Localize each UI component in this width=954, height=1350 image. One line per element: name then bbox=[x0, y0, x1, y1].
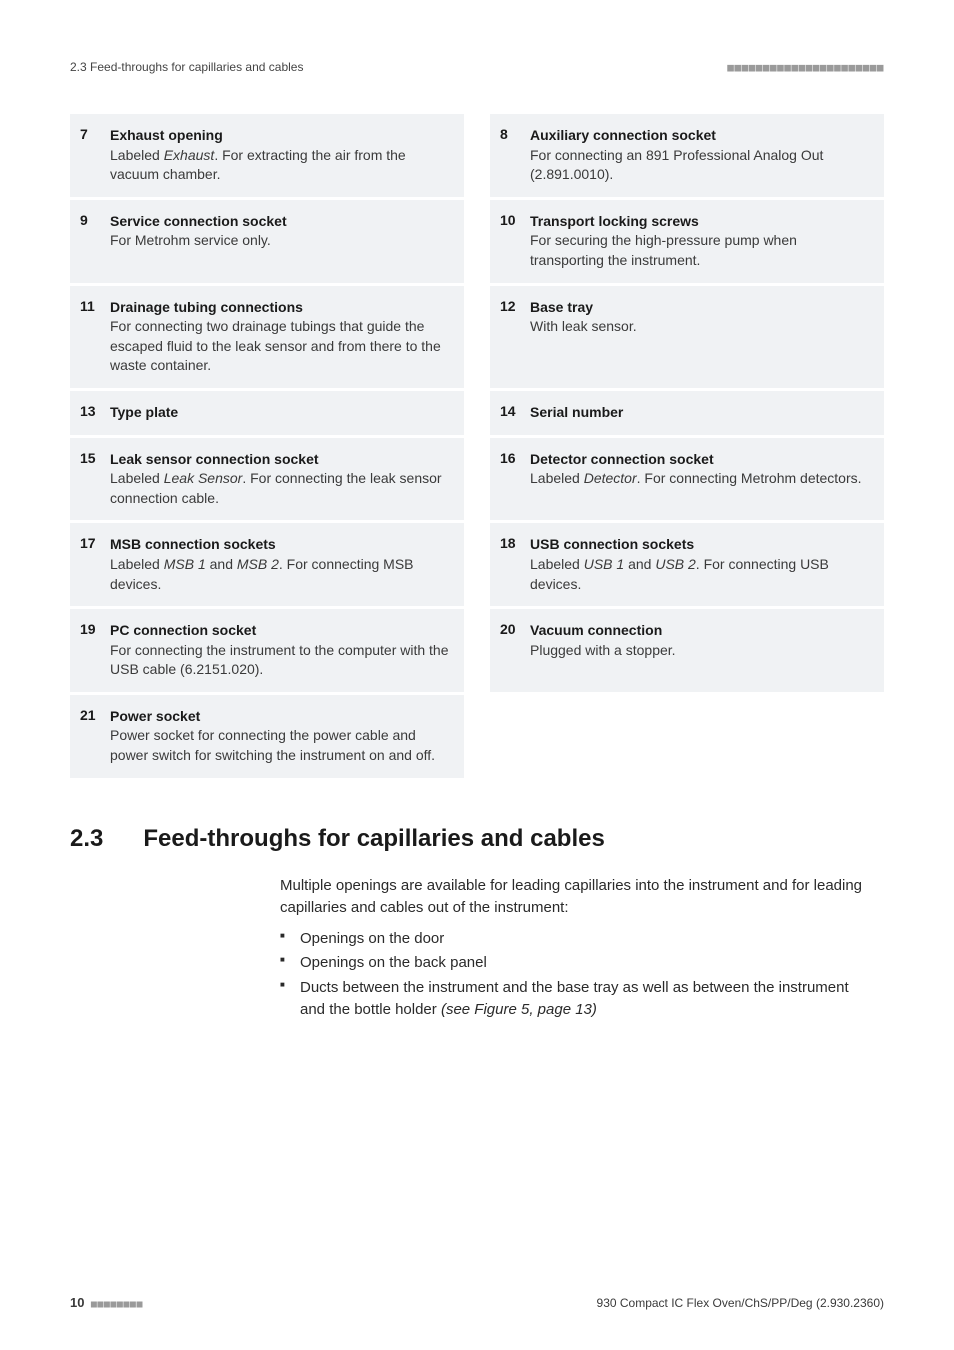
legend-item: 18USB connection socketsLabeled USB 1 an… bbox=[490, 523, 884, 609]
legend-description: Labeled MSB 1 and MSB 2. For connecting … bbox=[110, 555, 450, 594]
legend-title: Vacuum connection bbox=[530, 621, 676, 641]
legend-number: 8 bbox=[490, 126, 530, 142]
footer-left: 10 ■■■■■■■■ bbox=[70, 1295, 143, 1310]
legend-number: 14 bbox=[490, 403, 530, 419]
legend-number: 11 bbox=[70, 298, 110, 314]
legend-description: Labeled Exhaust. For extracting the air … bbox=[110, 146, 450, 185]
legend-description: For securing the high-pressure pump when… bbox=[530, 231, 870, 270]
legend-title: Leak sensor connection socket bbox=[110, 450, 450, 470]
legend-title: Base tray bbox=[530, 298, 637, 318]
legend-title: USB connection sockets bbox=[530, 535, 870, 555]
legend-grid: 7Exhaust openingLabeled Exhaust. For ext… bbox=[70, 114, 884, 781]
legend-item: 19PC connection socketFor connecting the… bbox=[70, 609, 464, 695]
header-section-ref: 2.3 Feed-throughs for capillaries and ca… bbox=[70, 60, 303, 74]
legend-title: Detector connection socket bbox=[530, 450, 862, 470]
list-item: Openings on the door bbox=[280, 928, 874, 951]
legend-description: Power socket for connecting the power ca… bbox=[110, 726, 450, 765]
bullet-list: Openings on the doorOpenings on the back… bbox=[280, 928, 874, 1022]
legend-number: 9 bbox=[70, 212, 110, 228]
legend-number: 21 bbox=[70, 707, 110, 723]
legend-title: Auxiliary connection socket bbox=[530, 126, 870, 146]
legend-number: 20 bbox=[490, 621, 530, 637]
legend-item: 14Serial number bbox=[490, 391, 884, 438]
legend-body: Base trayWith leak sensor. bbox=[530, 298, 637, 337]
legend-body: Leak sensor connection socketLabeled Lea… bbox=[110, 450, 450, 509]
legend-description: For connecting the instrument to the com… bbox=[110, 641, 450, 680]
legend-title: Service connection socket bbox=[110, 212, 287, 232]
legend-number: 10 bbox=[490, 212, 530, 228]
legend-title: Exhaust opening bbox=[110, 126, 450, 146]
section-heading: 2.3 Feed-throughs for capillaries and ca… bbox=[70, 825, 884, 853]
legend-title: MSB connection sockets bbox=[110, 535, 450, 555]
legend-body: Auxiliary connection socketFor connectin… bbox=[530, 126, 870, 185]
legend-description: Plugged with a stopper. bbox=[530, 641, 676, 661]
legend-body: Detector connection socketLabeled Detect… bbox=[530, 450, 862, 489]
legend-title: PC connection socket bbox=[110, 621, 450, 641]
legend-body: Type plate bbox=[110, 403, 178, 423]
legend-number: 13 bbox=[70, 403, 110, 419]
legend-title: Serial number bbox=[530, 403, 623, 423]
legend-number: 19 bbox=[70, 621, 110, 637]
legend-item: 20Vacuum connectionPlugged with a stoppe… bbox=[490, 609, 884, 695]
legend-description: Labeled Detector. For connecting Metrohm… bbox=[530, 469, 862, 489]
legend-item: 21Power socketPower socket for connectin… bbox=[70, 695, 464, 781]
list-item: Openings on the back panel bbox=[280, 952, 874, 975]
legend-description: Labeled USB 1 and USB 2. For connecting … bbox=[530, 555, 870, 594]
footer-dashes: ■■■■■■■■ bbox=[91, 1299, 143, 1310]
legend-item: 17MSB connection socketsLabeled MSB 1 an… bbox=[70, 523, 464, 609]
legend-number: 18 bbox=[490, 535, 530, 551]
legend-item: 12Base trayWith leak sensor. bbox=[490, 286, 884, 391]
legend-title: Power socket bbox=[110, 707, 450, 727]
legend-body: Drainage tubing connectionsFor connectin… bbox=[110, 298, 450, 376]
legend-item: 11Drainage tubing connectionsFor connect… bbox=[70, 286, 464, 391]
section-body: Multiple openings are available for lead… bbox=[280, 875, 884, 1022]
legend-item: 7Exhaust openingLabeled Exhaust. For ext… bbox=[70, 114, 464, 200]
legend-item: 15Leak sensor connection socketLabeled L… bbox=[70, 438, 464, 524]
legend-body: Power socketPower socket for connecting … bbox=[110, 707, 450, 766]
intro-paragraph: Multiple openings are available for lead… bbox=[280, 875, 874, 920]
list-item: Ducts between the instrument and the bas… bbox=[280, 977, 874, 1022]
legend-number: 12 bbox=[490, 298, 530, 314]
legend-body: Service connection socketFor Metrohm ser… bbox=[110, 212, 287, 251]
legend-number: 16 bbox=[490, 450, 530, 466]
footer-right: 930 Compact IC Flex Oven/ChS/PP/Deg (2.9… bbox=[597, 1296, 884, 1310]
legend-description: With leak sensor. bbox=[530, 317, 637, 337]
legend-item: 9Service connection socketFor Metrohm se… bbox=[70, 200, 464, 286]
legend-item: 8Auxiliary connection socketFor connecti… bbox=[490, 114, 884, 200]
legend-body: USB connection socketsLabeled USB 1 and … bbox=[530, 535, 870, 594]
legend-body: Exhaust openingLabeled Exhaust. For extr… bbox=[110, 126, 450, 185]
legend-body: Serial number bbox=[530, 403, 623, 423]
page-footer: 10 ■■■■■■■■ 930 Compact IC Flex Oven/ChS… bbox=[70, 1295, 884, 1310]
page-header: 2.3 Feed-throughs for capillaries and ca… bbox=[70, 60, 884, 74]
legend-description: For connecting an 891 Professional Analo… bbox=[530, 146, 870, 185]
legend-description: For Metrohm service only. bbox=[110, 231, 287, 251]
section-number: 2.3 bbox=[70, 825, 103, 853]
page-number: 10 bbox=[70, 1295, 84, 1310]
legend-title: Drainage tubing connections bbox=[110, 298, 450, 318]
legend-number: 7 bbox=[70, 126, 110, 142]
legend-item: 13Type plate bbox=[70, 391, 464, 438]
header-dashes: ■■■■■■■■■■■■■■■■■■■■■■ bbox=[727, 61, 884, 74]
legend-body: PC connection socketFor connecting the i… bbox=[110, 621, 450, 680]
legend-number: 15 bbox=[70, 450, 110, 466]
legend-body: Transport locking screwsFor securing the… bbox=[530, 212, 870, 271]
legend-body: Vacuum connectionPlugged with a stopper. bbox=[530, 621, 676, 660]
legend-body: MSB connection socketsLabeled MSB 1 and … bbox=[110, 535, 450, 594]
section-title: Feed-throughs for capillaries and cables bbox=[143, 825, 604, 853]
legend-title: Transport locking screws bbox=[530, 212, 870, 232]
legend-item: 10Transport locking screwsFor securing t… bbox=[490, 200, 884, 286]
legend-description: For connecting two drainage tubings that… bbox=[110, 317, 450, 376]
legend-description: Labeled Leak Sensor. For connecting the … bbox=[110, 469, 450, 508]
legend-title: Type plate bbox=[110, 403, 178, 423]
legend-item: 16Detector connection socketLabeled Dete… bbox=[490, 438, 884, 524]
legend-number: 17 bbox=[70, 535, 110, 551]
